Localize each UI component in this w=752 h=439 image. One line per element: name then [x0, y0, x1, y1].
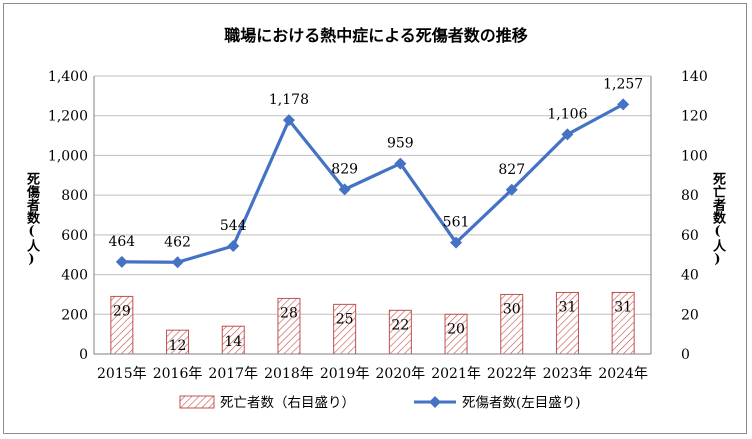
legend: 死亡者数（右目盛り） 死傷者数(左目盛り)	[179, 395, 581, 411]
axes: 0 0 200 20 400 40 600 60 800 80 1,000 100 1,200 120 1,…	[48, 69, 708, 382]
left-tick-label: 1,000	[48, 148, 88, 164]
legend-line-label: 死傷者数(左目盛り)	[462, 395, 581, 411]
line-data-label: 1,257	[603, 76, 643, 92]
bar-data-label: 31	[559, 299, 577, 315]
line-data-label: 464	[108, 234, 135, 250]
right-tick-label: 20	[681, 307, 699, 323]
line-marker	[450, 236, 463, 249]
line-marker	[338, 183, 351, 196]
right-tick-label: 60	[681, 228, 699, 244]
line-data-label: 462	[164, 234, 191, 250]
right-tick-label: 40	[681, 268, 699, 284]
left-tick-label: 1,400	[48, 69, 88, 85]
x-tick-label: 2021年	[431, 366, 481, 382]
bar-data-label: 25	[336, 311, 354, 327]
line-data-label: 827	[498, 162, 525, 178]
line-path	[121, 102, 624, 264]
bar-data-label: 29	[113, 303, 131, 319]
line-data-label: 544	[220, 218, 247, 234]
bar-data-label: 14	[224, 334, 242, 350]
right-tick-label: 120	[681, 109, 708, 125]
data-labels: 29 12 14 28 25 22 20 30 31 31 464 462 544 1,178 829 959…	[108, 76, 643, 354]
bar-data-label: 12	[169, 338, 187, 354]
bar-data-label: 28	[280, 305, 298, 321]
line-marker	[617, 98, 630, 111]
line-marker	[394, 157, 407, 170]
line-series	[115, 98, 630, 269]
bar-data-label: 31	[614, 299, 632, 315]
left-tick-label: 800	[61, 188, 88, 204]
x-tick-label: 2018年	[264, 366, 314, 382]
line-marker	[227, 239, 240, 252]
line-marker	[561, 128, 574, 141]
right-tick-label: 100	[681, 148, 708, 164]
line-data-label: 829	[331, 161, 358, 177]
line-data-label: 1,178	[269, 92, 309, 108]
bar-data-label: 30	[503, 301, 521, 317]
legend-bar-swatch	[179, 395, 215, 409]
x-tick-label: 2024年	[598, 366, 648, 382]
legend-bar-label: 死亡者数（右目盛り）	[220, 395, 355, 411]
left-tick-label: 200	[61, 307, 88, 323]
x-tick-label: 2017年	[208, 366, 258, 382]
chart-frame: 職場における熱中症による死傷者数の推移 死傷者数(人) 死亡者数(人) 0 0 20…	[3, 3, 747, 434]
line-marker	[115, 255, 128, 268]
right-tick-label: 140	[681, 69, 708, 85]
right-tick-label: 0	[681, 347, 690, 363]
chart-plot: 0 0 200 20 400 40 600 60 800 80 1,000 100 1,200 120 1,…	[48, 69, 708, 411]
left-tick-label: 600	[61, 228, 88, 244]
x-tick-label: 2016年	[153, 366, 203, 382]
legend-line-marker	[429, 396, 441, 408]
left-tick-label: 0	[79, 347, 88, 363]
right-tick-label: 80	[681, 188, 699, 204]
x-tick-label: 2023年	[543, 366, 593, 382]
line-marker	[171, 256, 184, 269]
chart-title: 職場における熱中症による死傷者数の推移	[224, 26, 528, 45]
bar-series	[110, 291, 635, 355]
line-data-label: 561	[443, 215, 470, 231]
left-tick-label: 1,200	[48, 109, 88, 125]
bar-data-label: 20	[447, 321, 465, 337]
left-tick-label: 400	[61, 268, 88, 284]
left-axis-title: 死傷者数(人)	[24, 172, 39, 267]
x-tick-label: 2022年	[487, 366, 537, 382]
line-data-label: 959	[387, 136, 414, 152]
bar-data-label: 22	[391, 317, 409, 333]
x-tick-label: 2020年	[376, 366, 426, 382]
x-tick-label: 2015年	[97, 366, 147, 382]
right-axis-title: 死亡者数(人)	[710, 172, 725, 267]
line-marker	[282, 114, 295, 127]
x-tick-label: 2019年	[320, 366, 370, 382]
line-marker	[505, 183, 518, 196]
line-data-label: 1,106	[547, 106, 587, 122]
